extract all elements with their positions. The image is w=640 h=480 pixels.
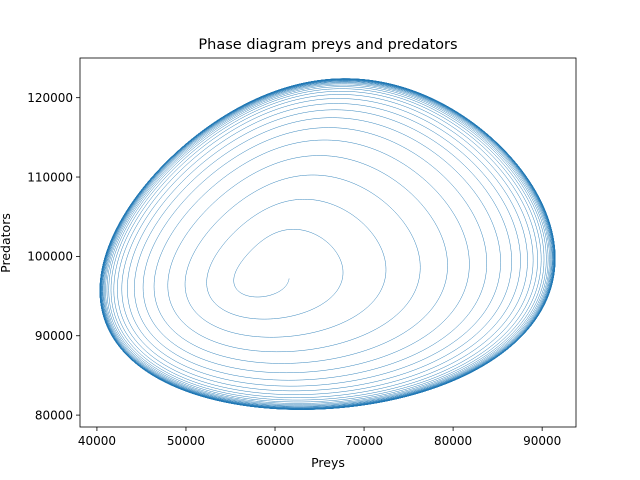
plot-area — [99, 78, 556, 410]
y-axis: 80000 90000 100000 110000 120000 — [27, 91, 80, 422]
x-tick-label: 40000 — [78, 434, 116, 448]
x-tick-label: 70000 — [345, 434, 383, 448]
y-tick-label: 110000 — [27, 170, 73, 184]
x-tick-label: 90000 — [523, 434, 561, 448]
y-tick-label: 90000 — [35, 329, 73, 343]
x-axis-label: Preys — [311, 455, 345, 470]
x-axis: 40000 50000 60000 70000 80000 90000 — [78, 427, 561, 448]
axes-frame — [79, 57, 577, 428]
y-tick-label: 80000 — [35, 408, 73, 422]
x-tick-label: 50000 — [167, 434, 205, 448]
chart-title: Phase diagram preys and predators — [198, 37, 457, 53]
y-tick-label: 120000 — [27, 91, 73, 105]
y-tick-label: 100000 — [27, 250, 73, 264]
y-axis-label: Predators — [0, 213, 13, 273]
x-tick-label: 80000 — [434, 434, 472, 448]
trajectory-line — [99, 78, 556, 410]
x-tick-label: 60000 — [256, 434, 294, 448]
